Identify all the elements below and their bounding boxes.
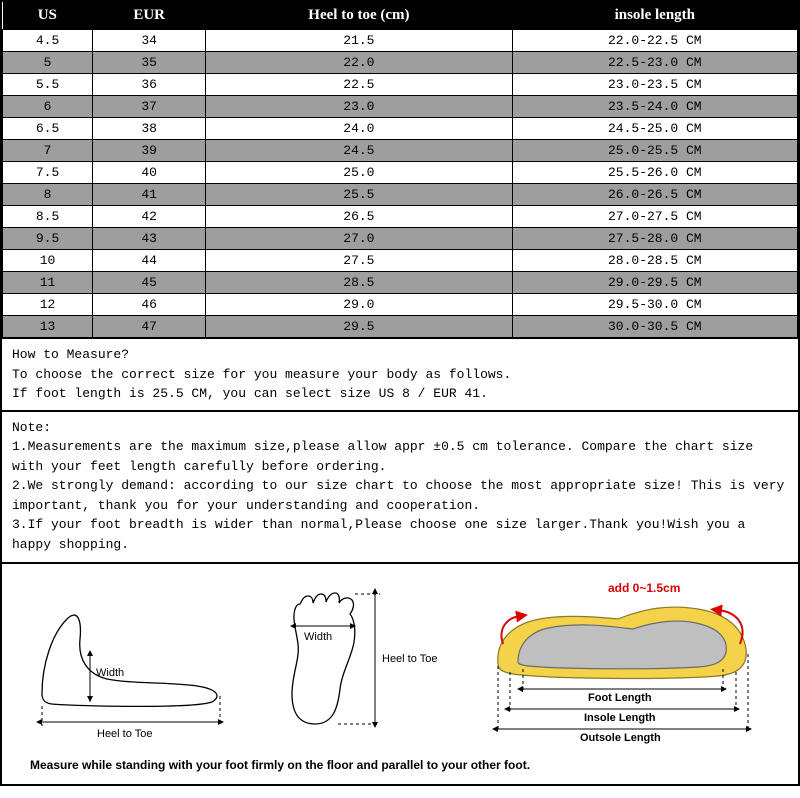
table-cell: 6 — [3, 96, 93, 118]
table-cell: 5 — [3, 52, 93, 74]
outsole-length-label: Outsole Length — [580, 732, 661, 744]
table-cell: 27.0-27.5 CM — [512, 206, 797, 228]
side-htt-label: Heel to Toe — [97, 728, 152, 740]
table-cell: 6.5 — [3, 118, 93, 140]
note-3: 3.If your foot breadth is wider than nor… — [12, 515, 788, 554]
table-cell: 24.0 — [206, 118, 512, 140]
table-cell: 8.5 — [3, 206, 93, 228]
table-row: 114528.529.0-29.5 CM — [3, 272, 798, 294]
top-htt-label: Heel to Toe — [382, 653, 437, 665]
table-cell: 23.0 — [206, 96, 512, 118]
table-cell: 9.5 — [3, 228, 93, 250]
table-cell: 11 — [3, 272, 93, 294]
shoe-lengths-diagram: add 0~1.5cm Foot Length Insole Length Ou… — [468, 574, 768, 744]
table-row: 53522.022.5-23.0 CM — [3, 52, 798, 74]
table-row: 9.54327.027.5-28.0 CM — [3, 228, 798, 250]
table-cell: 27.0 — [206, 228, 512, 250]
table-cell: 37 — [93, 96, 206, 118]
table-cell: 27.5 — [206, 250, 512, 272]
table-row: 104427.528.0-28.5 CM — [3, 250, 798, 272]
table-cell: 29.0 — [206, 294, 512, 316]
table-cell: 28.5 — [206, 272, 512, 294]
table-cell: 5.5 — [3, 74, 93, 96]
table-cell: 22.5 — [206, 74, 512, 96]
foot-length-label: Foot Length — [588, 692, 652, 704]
table-cell: 7.5 — [3, 162, 93, 184]
table-cell: 38 — [93, 118, 206, 140]
table-cell: 35 — [93, 52, 206, 74]
table-cell: 24.5 — [206, 140, 512, 162]
table-cell: 29.0-29.5 CM — [512, 272, 797, 294]
foot-top-diagram: Width Heel to Toe — [260, 574, 450, 744]
table-cell: 22.5-23.0 CM — [512, 52, 797, 74]
table-cell: 21.5 — [206, 30, 512, 52]
table-row: 5.53622.523.0-23.5 CM — [3, 74, 798, 96]
table-cell: 23.5-24.0 CM — [512, 96, 797, 118]
howto-title: How to Measure? — [12, 345, 788, 365]
add-label: add 0~1.5cm — [608, 581, 680, 595]
col-eur: EUR — [93, 2, 206, 30]
col-heel-to-toe: Heel to toe (cm) — [206, 2, 512, 30]
howto-line1: To choose the correct size for you measu… — [12, 365, 788, 385]
table-cell: 26.5 — [206, 206, 512, 228]
table-row: 6.53824.024.5-25.0 CM — [3, 118, 798, 140]
note-section: Note: 1.Measurements are the maximum siz… — [2, 410, 798, 563]
table-cell: 42 — [93, 206, 206, 228]
table-cell: 27.5-28.0 CM — [512, 228, 797, 250]
col-us: US — [3, 2, 93, 30]
table-cell: 29.5 — [206, 316, 512, 338]
insole-length-label: Insole Length — [584, 712, 656, 724]
how-to-measure: How to Measure? To choose the correct si… — [2, 338, 798, 410]
table-cell: 4.5 — [3, 30, 93, 52]
table-header-row: US EUR Heel to toe (cm) insole length — [3, 2, 798, 30]
table-row: 124629.029.5-30.0 CM — [3, 294, 798, 316]
note-title: Note: — [12, 418, 788, 438]
note-2: 2.We strongly demand: according to our s… — [12, 476, 788, 515]
table-cell: 34 — [93, 30, 206, 52]
table-cell: 26.0-26.5 CM — [512, 184, 797, 206]
table-cell: 10 — [3, 250, 93, 272]
table-cell: 7 — [3, 140, 93, 162]
table-cell: 30.0-30.5 CM — [512, 316, 797, 338]
table-cell: 44 — [93, 250, 206, 272]
table-cell: 29.5-30.0 CM — [512, 294, 797, 316]
table-cell: 22.0 — [206, 52, 512, 74]
table-row: 7.54025.025.5-26.0 CM — [3, 162, 798, 184]
table-cell: 28.0-28.5 CM — [512, 250, 797, 272]
table-row: 73924.525.0-25.5 CM — [3, 140, 798, 162]
table-cell: 47 — [93, 316, 206, 338]
table-cell: 8 — [3, 184, 93, 206]
howto-line2: If foot length is 25.5 CM, you can selec… — [12, 384, 788, 404]
table-cell: 39 — [93, 140, 206, 162]
size-table: US EUR Heel to toe (cm) insole length 4.… — [2, 2, 798, 338]
table-cell: 46 — [93, 294, 206, 316]
top-width-label: Width — [304, 631, 332, 643]
table-row: 8.54226.527.0-27.5 CM — [3, 206, 798, 228]
table-row: 4.53421.522.0-22.5 CM — [3, 30, 798, 52]
table-cell: 13 — [3, 316, 93, 338]
table-cell: 25.5 — [206, 184, 512, 206]
diagram-caption: Measure while standing with your foot fi… — [2, 758, 798, 784]
col-insole: insole length — [512, 2, 797, 30]
size-chart: US EUR Heel to toe (cm) insole length 4.… — [0, 0, 800, 786]
table-cell: 24.5-25.0 CM — [512, 118, 797, 140]
table-cell: 43 — [93, 228, 206, 250]
table-cell: 23.0-23.5 CM — [512, 74, 797, 96]
table-cell: 40 — [93, 162, 206, 184]
table-cell: 45 — [93, 272, 206, 294]
side-width-label: Width — [96, 667, 124, 679]
table-cell: 25.5-26.0 CM — [512, 162, 797, 184]
table-row: 63723.023.5-24.0 CM — [3, 96, 798, 118]
table-cell: 25.0-25.5 CM — [512, 140, 797, 162]
table-cell: 12 — [3, 294, 93, 316]
diagram-section: Width Heel to Toe Width — [2, 562, 798, 758]
table-cell: 41 — [93, 184, 206, 206]
table-cell: 25.0 — [206, 162, 512, 184]
table-cell: 36 — [93, 74, 206, 96]
table-row: 84125.526.0-26.5 CM — [3, 184, 798, 206]
note-1: 1.Measurements are the maximum size,plea… — [12, 437, 788, 476]
foot-side-diagram: Width Heel to Toe — [12, 594, 242, 744]
table-row: 134729.530.0-30.5 CM — [3, 316, 798, 338]
table-cell: 22.0-22.5 CM — [512, 30, 797, 52]
